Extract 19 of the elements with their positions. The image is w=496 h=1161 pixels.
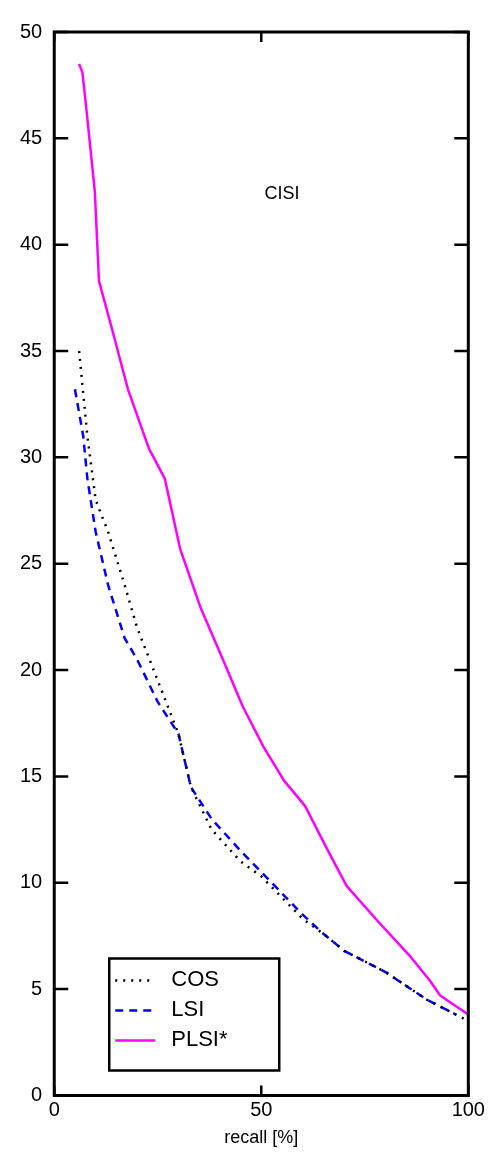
y-tick-label: 25: [20, 551, 43, 574]
y-tick-label: 50: [20, 19, 43, 42]
y-tick-label: 15: [20, 763, 43, 786]
x-axis-title: recall [%]: [224, 1127, 299, 1148]
y-tick-label: 40: [20, 232, 43, 255]
x-tick-label: 50: [250, 1097, 273, 1120]
y-tick-label: 35: [20, 338, 43, 361]
x-tick-label: 100: [451, 1097, 485, 1120]
y-tick-label: 30: [20, 444, 43, 467]
x-tick-label: 0: [48, 1097, 60, 1120]
legend-label: LSI: [171, 996, 205, 1022]
y-tick-label: 0: [31, 1082, 43, 1105]
legend-label: PLSI*: [171, 1026, 228, 1052]
text: CISI: [264, 182, 300, 203]
legend-label: COS: [171, 966, 219, 992]
y-tick-label: 45: [20, 125, 43, 148]
y-tick-label: 20: [20, 657, 43, 680]
y-tick-label: 10: [20, 870, 43, 893]
y-tick-label: 5: [31, 976, 43, 999]
